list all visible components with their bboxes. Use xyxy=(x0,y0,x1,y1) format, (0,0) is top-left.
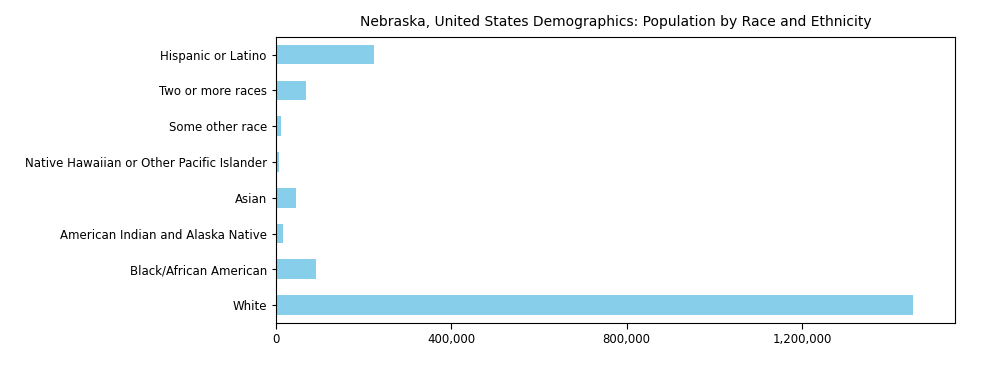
Bar xyxy=(276,116,281,136)
Bar xyxy=(276,188,296,208)
Bar xyxy=(276,80,305,100)
Bar xyxy=(276,224,284,243)
Bar xyxy=(276,152,279,172)
Bar xyxy=(276,259,316,279)
Bar xyxy=(276,295,913,315)
Bar xyxy=(276,45,374,65)
Title: Nebraska, United States Demographics: Population by Race and Ethnicity: Nebraska, United States Demographics: Po… xyxy=(360,15,872,29)
